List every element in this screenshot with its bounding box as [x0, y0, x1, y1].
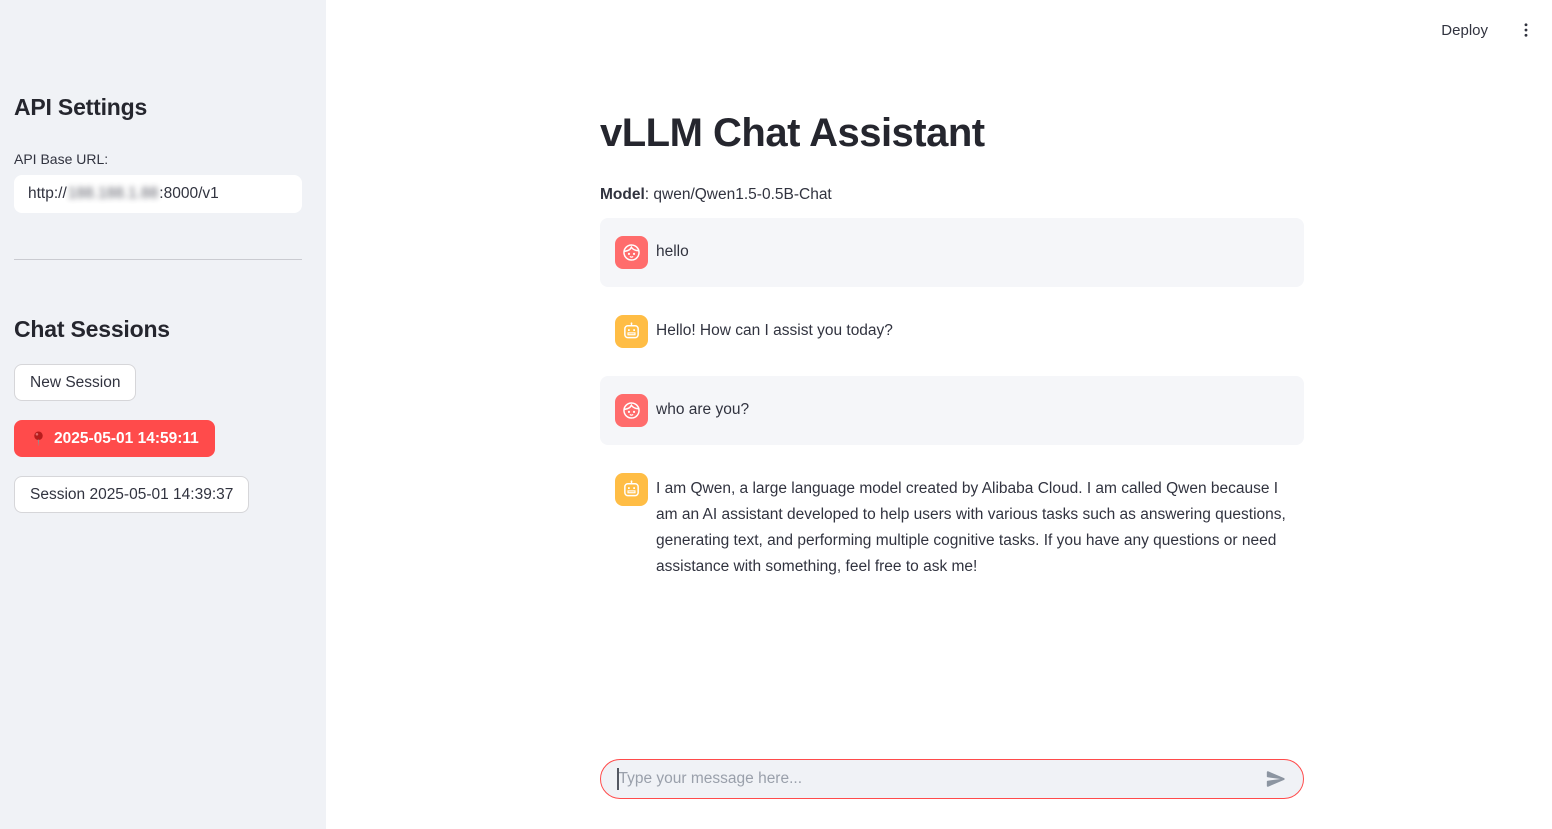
url-suffix: :8000/v1: [159, 185, 219, 202]
session-label: Session 2025-05-01 14:39:37: [30, 485, 234, 503]
page-title: vLLM Chat Assistant: [600, 111, 985, 155]
api-settings-title: API Settings: [14, 94, 148, 120]
main-area: Deploy vLLM Chat Assistant Model: qwen/Q…: [326, 0, 1552, 829]
model-info: Model: qwen/Qwen1.5-0.5B-Chat: [600, 182, 1304, 208]
assistant-avatar: [615, 315, 648, 348]
api-base-url-input[interactable]: http://188.188.1.88:8000/v1: [14, 175, 302, 213]
session-list: New Session 2025-05-01 14:59:11 Session …: [14, 364, 302, 513]
url-prefix: http://: [28, 185, 67, 202]
message-text: who are you?: [656, 401, 750, 418]
session-label: 2025-05-01 14:59:11: [54, 429, 199, 447]
kebab-menu-icon: [1524, 23, 1528, 37]
chat-message-user: who are you?: [600, 376, 1304, 445]
new-session-button[interactable]: New Session: [14, 364, 137, 401]
model-value: : qwen/Qwen1.5-0.5B-Chat: [644, 186, 832, 203]
app-header: Deploy: [1433, 0, 1552, 60]
message-text: I am Qwen, a large language model create…: [656, 480, 1286, 575]
chat-content: vLLM Chat Assistant Model: qwen/Qwen1.5-…: [600, 0, 1304, 598]
chat-input-container[interactable]: [600, 759, 1304, 799]
message-text: Hello! How can I assist you today?: [656, 322, 893, 339]
assistant-avatar: [615, 473, 648, 506]
new-session-label: New Session: [30, 373, 121, 391]
sidebar-divider: [14, 259, 302, 260]
robot-icon: [624, 480, 639, 497]
text-caret: [617, 768, 619, 790]
url-redacted-host: 188.188.1.88: [67, 185, 159, 202]
model-label: Model: [600, 186, 645, 203]
pushpin-icon: [34, 431, 43, 446]
face-icon: [623, 244, 640, 261]
chat-message-assistant: Hello! How can I assist you today?: [600, 297, 1304, 366]
chat-message-user: hello: [600, 218, 1304, 287]
message-text: hello: [656, 243, 689, 260]
send-icon: [1266, 771, 1285, 787]
main-menu-button[interactable]: [1510, 14, 1542, 46]
face-icon: [623, 402, 640, 419]
user-avatar: [615, 236, 648, 269]
deploy-button[interactable]: Deploy: [1441, 21, 1488, 39]
api-base-url-label: API Base URL:: [14, 151, 109, 167]
session-button-active[interactable]: 2025-05-01 14:59:11: [14, 420, 215, 457]
chat-sessions-title: Chat Sessions: [14, 316, 170, 342]
chat-message-assistant: I am Qwen, a large language model create…: [600, 455, 1304, 598]
sidebar: API Settings API Base URL: http://188.18…: [0, 0, 326, 829]
robot-icon: [624, 322, 639, 339]
user-avatar: [615, 394, 648, 427]
chat-message-input[interactable]: [618, 770, 1261, 788]
session-button[interactable]: Session 2025-05-01 14:39:37: [14, 476, 250, 513]
send-button[interactable]: [1261, 764, 1291, 794]
